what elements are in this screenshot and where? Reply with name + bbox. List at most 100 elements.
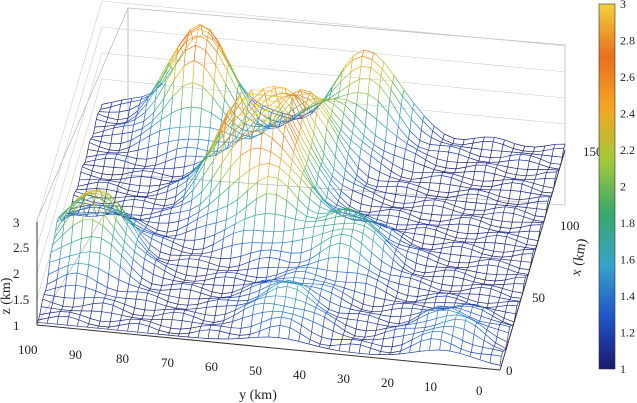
mesh-line [66, 272, 78, 275]
mesh-line [335, 280, 346, 283]
mesh-line [442, 307, 453, 311]
mesh-line [248, 296, 259, 301]
mesh-line [346, 161, 358, 176]
mesh-line [399, 208, 402, 211]
mesh-line [102, 199, 114, 208]
mesh-line [470, 255, 481, 258]
mesh-line [43, 290, 46, 295]
mesh-line [396, 126, 399, 137]
mesh-line [214, 152, 217, 156]
mesh-line [368, 263, 371, 271]
mesh-line [509, 299, 520, 302]
mesh-line [122, 97, 133, 101]
mesh-line [493, 179, 504, 182]
mesh-line [257, 122, 268, 129]
mesh-line [366, 111, 378, 120]
mesh-line [483, 340, 495, 347]
mesh-line [221, 145, 224, 164]
mesh-line [427, 252, 430, 259]
mesh-line [154, 309, 165, 311]
mesh-line [533, 182, 544, 187]
mesh-line [471, 179, 474, 186]
mesh-line [461, 246, 473, 251]
mesh-line [232, 288, 243, 293]
mesh-line [444, 171, 455, 173]
mesh-line [403, 333, 414, 337]
mesh-line [231, 115, 234, 123]
mesh-line [106, 182, 109, 190]
mesh-line [429, 290, 440, 293]
mesh-line [438, 224, 450, 226]
mesh-line [531, 151, 534, 155]
mesh-line [430, 338, 442, 341]
mesh-line [389, 171, 392, 177]
mesh-line [122, 131, 133, 134]
mesh-line [254, 109, 257, 115]
mesh-line [489, 259, 500, 262]
mesh-line [195, 155, 207, 175]
mesh-line [406, 182, 409, 188]
mesh-line [338, 81, 342, 93]
mesh-line [117, 325, 120, 331]
mesh-line [491, 183, 503, 187]
mesh-line [372, 59, 383, 70]
mesh-line [507, 232, 519, 237]
mesh-line [310, 186, 313, 191]
mesh-line [231, 233, 234, 246]
mesh-line [192, 321, 203, 325]
mesh-line [73, 207, 85, 214]
mesh-line [257, 258, 260, 269]
mesh-line [369, 78, 380, 86]
mesh-line [171, 280, 174, 285]
mesh-line [471, 245, 474, 250]
mesh-line [318, 346, 329, 350]
mesh-line [279, 167, 290, 177]
mesh-line [199, 108, 202, 127]
mesh-line [261, 105, 264, 109]
mesh-line [185, 173, 197, 189]
mesh-line [170, 319, 173, 329]
mesh-line [315, 274, 326, 279]
mesh-line [353, 115, 356, 125]
mesh-line [492, 219, 503, 222]
mesh-line [196, 35, 208, 41]
mesh-line [270, 95, 281, 98]
mesh-line [181, 251, 192, 255]
mesh-line [336, 137, 339, 146]
mesh-line [413, 328, 416, 334]
mesh-line [146, 221, 149, 226]
mesh-line [459, 181, 463, 187]
mesh-line [470, 152, 481, 157]
mesh-line [493, 242, 496, 252]
mesh-line [236, 84, 240, 91]
mesh-line [278, 280, 289, 284]
mesh-line [92, 135, 103, 138]
mesh-line [234, 107, 237, 118]
mesh-line [102, 173, 113, 176]
mesh-line [230, 245, 233, 259]
mesh-line [73, 201, 76, 211]
mesh-line [130, 132, 133, 141]
mesh-line [314, 183, 318, 189]
mesh-line [475, 162, 478, 166]
mesh-line [101, 237, 112, 246]
mesh-line [323, 153, 335, 169]
mesh-line [387, 322, 390, 327]
mesh-line [289, 319, 292, 328]
mesh-line [234, 214, 237, 225]
mesh-line [453, 319, 456, 327]
mesh-line [473, 334, 485, 341]
mesh-line [327, 269, 338, 273]
mesh-line [364, 330, 367, 338]
mesh-line [254, 104, 257, 110]
mesh-line [121, 211, 132, 216]
mesh-line [492, 346, 495, 350]
mesh-line [409, 351, 420, 354]
mesh-line [111, 127, 115, 135]
mesh-line [62, 225, 73, 236]
mesh-line [191, 284, 203, 289]
mesh-line [262, 310, 273, 313]
mesh-line [334, 281, 337, 286]
mesh-line [316, 107, 319, 114]
mesh-line [360, 340, 363, 346]
